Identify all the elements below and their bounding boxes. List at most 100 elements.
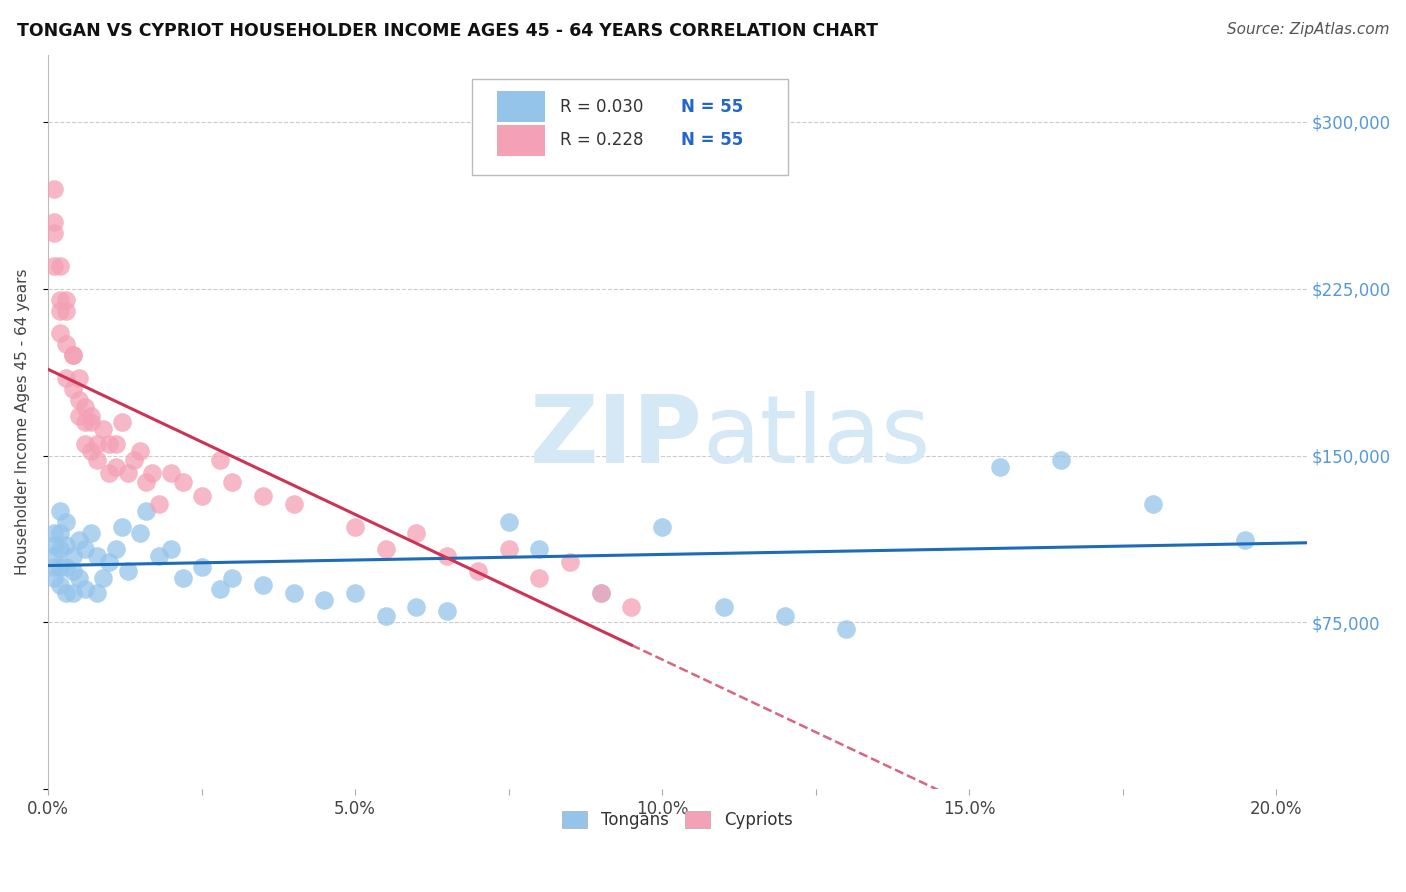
Point [73,437,96,451]
Point [135,504,157,518]
Point [44,226,66,240]
Point [62,564,84,578]
Point [91,571,114,585]
Point [49,526,72,541]
Point [49,304,72,318]
Point [122,453,145,467]
Point [104,437,127,451]
Point [44,549,66,563]
Point [467,564,489,578]
Point [529,541,551,556]
Point [98,467,121,481]
Point [73,582,96,596]
Point [405,599,427,614]
FancyBboxPatch shape [472,78,789,175]
Text: ZIP: ZIP [530,391,703,483]
Point [620,599,643,614]
Point [49,577,72,591]
Point [713,599,735,614]
Point [160,467,183,481]
Point [44,571,66,585]
Point [55,304,77,318]
Point [62,348,84,362]
Point [55,293,77,307]
Point [160,541,183,556]
Point [55,337,77,351]
Point [190,559,212,574]
Point [49,559,72,574]
Point [55,586,77,600]
Text: R = 0.030: R = 0.030 [561,97,644,116]
Point [67,571,90,585]
Point [80,444,103,458]
Point [80,409,103,423]
Text: N = 55: N = 55 [682,131,744,149]
Point [80,415,103,429]
Point [208,453,231,467]
Point [141,467,163,481]
Text: R = 0.228: R = 0.228 [561,131,644,149]
Point [221,571,243,585]
Point [135,475,157,490]
Point [49,541,72,556]
Point [44,260,66,274]
Point [436,604,458,618]
Point [62,382,84,396]
Point [98,555,121,569]
Y-axis label: Householder Income Ages 45 - 64 years: Householder Income Ages 45 - 64 years [15,268,30,575]
Point [67,409,90,423]
Point [172,475,194,490]
Point [436,549,458,563]
Point [49,293,72,307]
Point [104,459,127,474]
Point [190,489,212,503]
Point [252,489,274,503]
Point [91,422,114,436]
Point [49,504,72,518]
Point [73,400,96,414]
Point [344,586,367,600]
Point [405,526,427,541]
Point [1234,533,1257,547]
Point [129,526,152,541]
Point [49,260,72,274]
Point [80,526,103,541]
Point [86,549,108,563]
Point [44,526,66,541]
Point [589,586,612,600]
Point [67,533,90,547]
Bar [498,91,546,122]
Point [111,415,134,429]
Point [344,520,367,534]
Point [252,577,274,591]
Point [55,370,77,384]
Point [529,571,551,585]
Point [67,392,90,407]
Point [104,541,127,556]
Point [44,181,66,195]
Point [67,370,90,384]
Point [208,582,231,596]
Point [283,586,305,600]
Point [62,586,84,600]
Point [86,437,108,451]
Text: atlas: atlas [703,391,931,483]
Point [988,459,1011,474]
Point [86,453,108,467]
Point [773,608,796,623]
Bar [498,125,546,156]
Point [86,586,108,600]
Point [498,541,520,556]
Point [374,608,396,623]
Point [44,559,66,574]
Text: Source: ZipAtlas.com: Source: ZipAtlas.com [1226,22,1389,37]
Legend: Tongans, Cypriots: Tongans, Cypriots [555,805,799,836]
Point [73,541,96,556]
Point [73,415,96,429]
Point [111,520,134,534]
Point [1050,453,1073,467]
Point [55,559,77,574]
Point [44,215,66,229]
Point [55,537,77,551]
Point [62,549,84,563]
